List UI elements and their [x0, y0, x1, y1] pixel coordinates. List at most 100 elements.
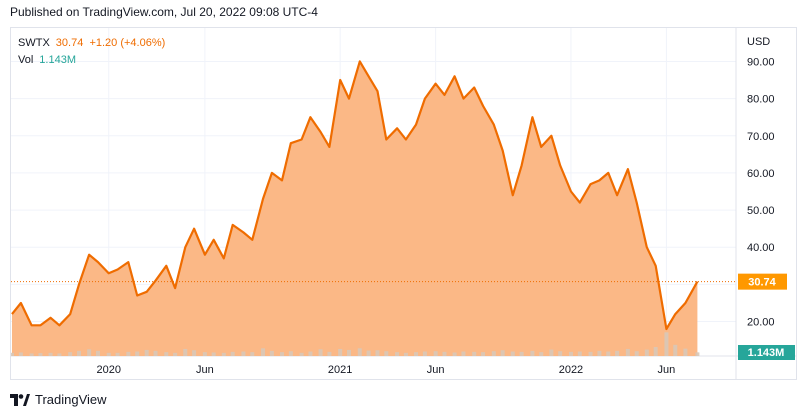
- volume-bar: [202, 352, 207, 356]
- x-tick-label: 2020: [96, 364, 120, 376]
- x-tick-label: Jun: [658, 364, 676, 376]
- volume-bar: [68, 352, 73, 356]
- legend-vol-label: Vol: [18, 54, 34, 66]
- volume-bar: [308, 351, 313, 356]
- volume-bar: [288, 351, 293, 356]
- volume-bar: [519, 351, 524, 356]
- legend-symbol[interactable]: SWTX: [18, 37, 50, 49]
- volume-bar: [164, 352, 169, 356]
- volume-bar: [634, 351, 639, 356]
- volume-bar: [87, 349, 92, 356]
- volume-bar: [664, 332, 669, 356]
- volume-bar: [588, 351, 593, 356]
- y-tick-label: 60.00: [747, 168, 775, 180]
- y-tick-label: 80.00: [747, 94, 775, 106]
- volume-bar: [433, 351, 438, 356]
- volume-bar: [11, 352, 14, 356]
- volume-bar: [539, 352, 544, 356]
- volume-bar: [318, 349, 323, 356]
- volume-bar: [510, 351, 515, 356]
- footer-brand[interactable]: TradingView: [35, 392, 107, 407]
- price-line: [11, 60, 699, 331]
- volume-bar: [452, 352, 457, 356]
- volume-bar: [491, 351, 496, 356]
- y-tick-label: 40.00: [747, 242, 775, 254]
- volume-bar: [95, 350, 100, 356]
- volume-bar: [327, 351, 332, 356]
- chart-frame: 20.0030.0040.0050.0060.0070.0080.0090.00…: [10, 27, 797, 380]
- volume-bar: [18, 352, 23, 356]
- volume-bar: [183, 348, 188, 356]
- legend-volume-row: Vol 1.143M: [18, 52, 165, 69]
- volume-bar: [530, 350, 535, 356]
- y-tick-label: 70.00: [747, 131, 775, 143]
- volume-bar: [481, 352, 486, 356]
- volume-bar: [461, 351, 466, 356]
- volume-bar: [250, 352, 255, 356]
- volume-bar: [625, 348, 630, 356]
- volume-bar: [173, 352, 178, 356]
- volume-bar: [673, 344, 678, 356]
- legend-change: +1.20 (+4.06%): [89, 37, 166, 49]
- volume-bar: [384, 351, 389, 356]
- price-area: [12, 61, 698, 357]
- volume-bar: [221, 352, 226, 356]
- volume-bar: [211, 352, 216, 356]
- x-tick-label: 2021: [328, 364, 352, 376]
- volume-bar: [375, 350, 380, 356]
- x-tick-label: Jun: [196, 364, 214, 376]
- volume-bar: [558, 351, 563, 356]
- volume-bar: [597, 350, 602, 356]
- x-tick-label: 2022: [559, 364, 583, 376]
- last-price-label: 30.74: [748, 277, 776, 289]
- volume-bar: [126, 351, 131, 356]
- published-caption: Published on TradingView.com, Jul 20, 20…: [10, 5, 318, 19]
- volume-bar: [192, 350, 197, 356]
- volume-bar: [577, 351, 582, 356]
- currency-label: USD: [747, 36, 770, 48]
- y-tick-label: 50.00: [747, 205, 775, 217]
- volume-bar: [115, 352, 120, 356]
- volume-bar: [395, 352, 400, 356]
- volume-bar: [269, 350, 274, 356]
- volume-bar: [549, 349, 554, 356]
- volume-bar: [347, 349, 352, 356]
- volume-bar: [338, 348, 343, 356]
- volume-bar: [77, 350, 82, 356]
- volume-bar: [653, 347, 658, 356]
- volume-bar: [57, 353, 62, 356]
- tradingview-logo-icon: [10, 393, 30, 407]
- volume-bar: [153, 350, 158, 356]
- volume-bar: [29, 353, 34, 356]
- last-volume-label: 1.143M: [748, 347, 785, 359]
- volume-bar: [279, 352, 284, 356]
- volume-bar: [38, 353, 43, 356]
- volume-bar: [241, 351, 246, 356]
- y-tick-label: 20.00: [747, 317, 775, 329]
- volume-bar: [422, 351, 427, 356]
- volume-bar: [299, 352, 304, 356]
- volume-bar: [500, 350, 505, 356]
- volume-bar: [442, 351, 447, 356]
- volume-bar: [135, 351, 140, 356]
- last-volume-tag: [738, 345, 795, 360]
- volume-bar: [230, 351, 235, 356]
- x-tick-label: Jun: [427, 364, 445, 376]
- last-price-tag: [738, 273, 787, 290]
- volume-bar: [606, 351, 611, 356]
- legend-price: 30.74: [55, 37, 84, 49]
- volume-bar: [615, 350, 620, 356]
- volume-bar: [403, 352, 408, 356]
- volume-bar: [414, 352, 419, 356]
- y-tick-label: 90.00: [747, 56, 775, 68]
- legend-vol-value: 1.143M: [39, 54, 76, 66]
- volume-bar: [357, 348, 362, 356]
- footer: TradingView: [10, 392, 107, 407]
- price-chart[interactable]: 20.0030.0040.0050.0060.0070.0080.0090.00…: [11, 28, 796, 379]
- volume-bar: [261, 348, 266, 356]
- legend-price-row: SWTX 30.74 +1.20 (+4.06%): [18, 35, 165, 52]
- volume-bar: [48, 352, 53, 356]
- volume-bar: [472, 351, 477, 356]
- volume-bar: [366, 350, 371, 356]
- volume-bar: [106, 352, 111, 356]
